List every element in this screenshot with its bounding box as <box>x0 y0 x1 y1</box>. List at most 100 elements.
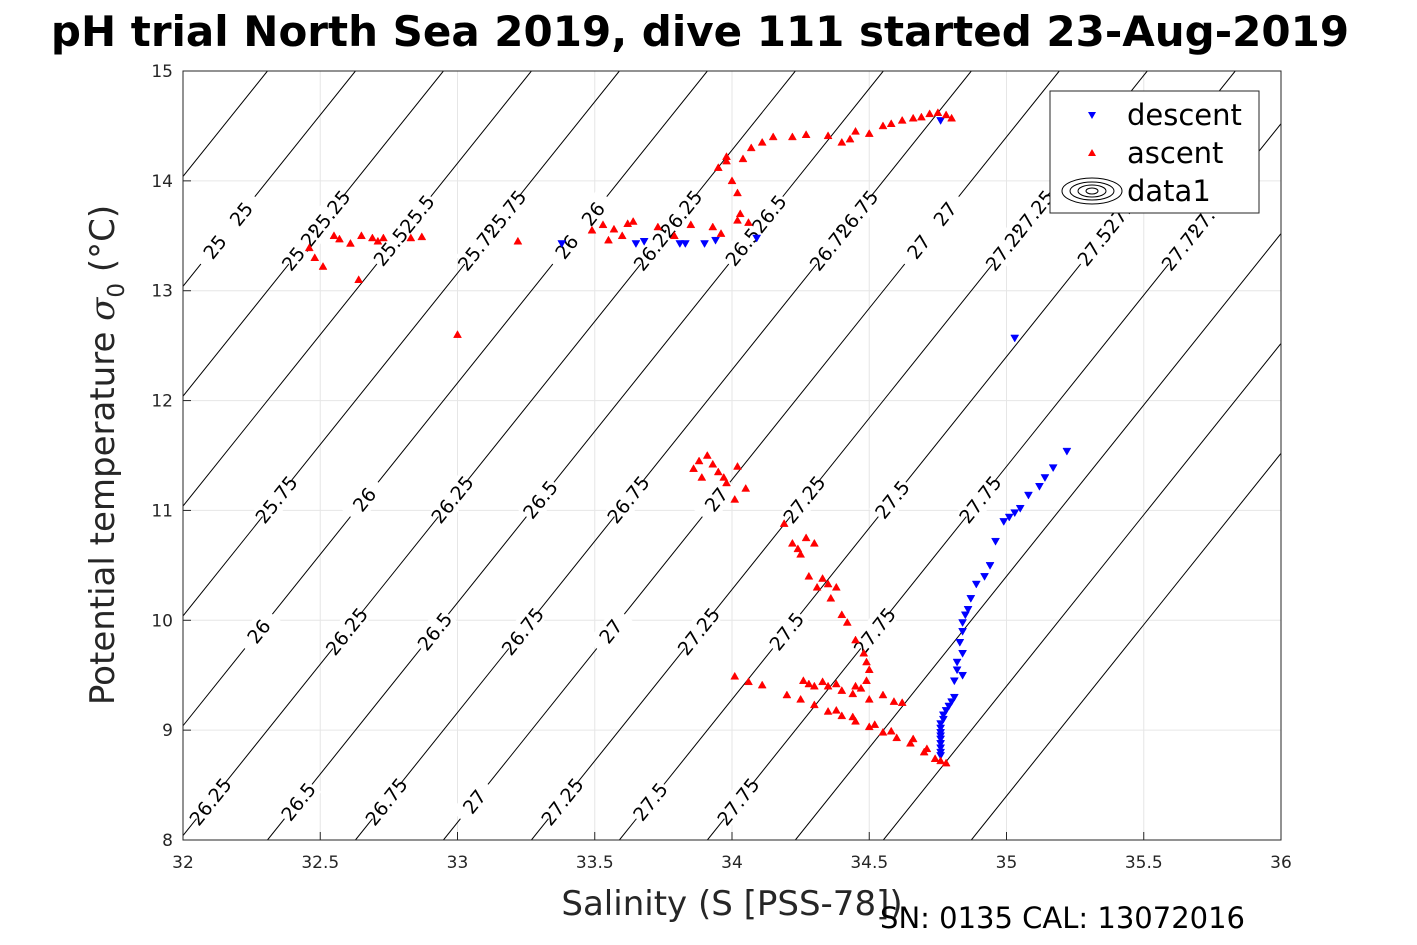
descent-point <box>958 649 968 658</box>
ascent-point <box>848 712 858 721</box>
ascent-point <box>933 108 943 116</box>
ascent-point <box>329 231 339 240</box>
ascent-point <box>713 467 723 476</box>
ascent-point <box>941 758 951 767</box>
ascent-point <box>367 233 377 242</box>
contour-label-bg <box>253 474 300 525</box>
ascent-point <box>335 234 344 243</box>
descent-point <box>752 234 762 243</box>
x-axis-label: Salinity (S [PSS-78]) <box>561 884 902 924</box>
descent-point <box>938 715 948 724</box>
descent-point <box>631 240 641 248</box>
ascent-point <box>513 236 523 245</box>
ascent-point <box>708 222 718 231</box>
contour-label-bg <box>627 776 674 827</box>
ascent-point <box>831 582 841 591</box>
ascent-point <box>768 132 778 141</box>
ascent-point <box>809 681 819 690</box>
ascent-point <box>916 112 926 121</box>
y-axis-label: Potential temperature σ0 (°C) <box>83 205 130 705</box>
descent-point <box>949 693 959 702</box>
x-tick-label: 34.5 <box>850 853 888 873</box>
contour-label-bg <box>279 222 326 272</box>
ascent-point <box>757 137 767 146</box>
descent-point <box>971 580 981 589</box>
contour-line <box>0 71 92 840</box>
ascent-point <box>730 671 740 680</box>
descent-point <box>947 698 957 707</box>
ascent-point <box>886 119 896 127</box>
ascent-point <box>845 134 855 143</box>
contour-label-bg <box>217 189 265 239</box>
ascent-point <box>757 680 767 689</box>
contour-label-bg <box>921 189 969 239</box>
y-axis-ticks: 8 9 10 11 12 13 14 15 <box>151 62 191 851</box>
y-tick-label: 9 <box>162 721 173 741</box>
ascent-point <box>851 126 860 135</box>
ascent-point <box>741 483 751 492</box>
ascent-point <box>908 734 918 743</box>
ascent-point <box>787 132 797 141</box>
ascent-point <box>864 665 874 673</box>
ascent-point <box>889 697 899 705</box>
ascent-point <box>892 733 902 742</box>
ascent-point <box>818 677 828 686</box>
ascent-point <box>886 726 896 735</box>
legend-label-ascent: ascent <box>1127 136 1223 170</box>
contour-label-bg <box>323 606 370 656</box>
contour-label-bg <box>481 189 529 239</box>
contour-label-bg <box>807 222 854 272</box>
ascent-point <box>356 231 366 240</box>
descent-point <box>936 720 946 729</box>
contour-line <box>882 342 1281 840</box>
ascent-point <box>406 233 416 242</box>
legend-label-data1: data1 <box>1127 174 1211 208</box>
ascent-point <box>930 754 940 762</box>
footer-calibration: SN: 0135 CAL: 13072016 <box>880 901 1245 935</box>
ascent-point <box>848 689 858 698</box>
contour-label-bg <box>235 606 282 656</box>
ascent-point <box>722 478 731 487</box>
ascent-point <box>851 716 860 725</box>
descent-point <box>966 595 976 603</box>
data-points <box>304 108 1072 767</box>
ascent-point <box>818 574 828 582</box>
contour-label-bg <box>675 606 722 656</box>
ascent-point <box>809 700 819 709</box>
contour-label-bg <box>517 474 564 525</box>
descent-point <box>1010 509 1020 518</box>
ascent-point <box>653 222 663 231</box>
ascent-point <box>812 582 822 591</box>
ascent-point <box>694 456 704 465</box>
x-axis-ticks: 32 32.5 33 33.5 34 34.5 35 35.5 36 <box>172 832 1292 873</box>
legend-contour-icon <box>1069 181 1115 201</box>
ascent-point <box>346 238 355 247</box>
descent-point <box>700 240 709 248</box>
descent-point <box>985 562 995 570</box>
descent-point <box>1015 504 1025 513</box>
contour-label-bg <box>983 222 1030 272</box>
descent-point <box>936 735 946 744</box>
ascent-point <box>837 686 847 694</box>
ascent-point <box>310 253 320 262</box>
ascent-point <box>617 231 627 240</box>
contour-line <box>970 452 1281 840</box>
ascent-point <box>925 109 935 118</box>
ascent-point <box>947 113 957 122</box>
ascent-point <box>722 156 731 165</box>
descent-point <box>958 671 968 680</box>
x-tick-label: 33 <box>447 853 469 873</box>
contour-label-bg <box>1071 222 1118 272</box>
y-tick-label: 13 <box>151 282 173 302</box>
ascent-point <box>941 110 951 119</box>
descent-point <box>936 724 946 733</box>
contour-label-bg <box>363 776 410 827</box>
ascent-point <box>716 229 726 237</box>
x-tick-label: 35 <box>996 853 1018 873</box>
contour-label-bg <box>745 189 793 239</box>
legend-contour-icon <box>1061 177 1123 205</box>
ascent-point <box>897 698 907 706</box>
ascent-point <box>730 494 740 503</box>
ascent-point <box>702 450 712 459</box>
